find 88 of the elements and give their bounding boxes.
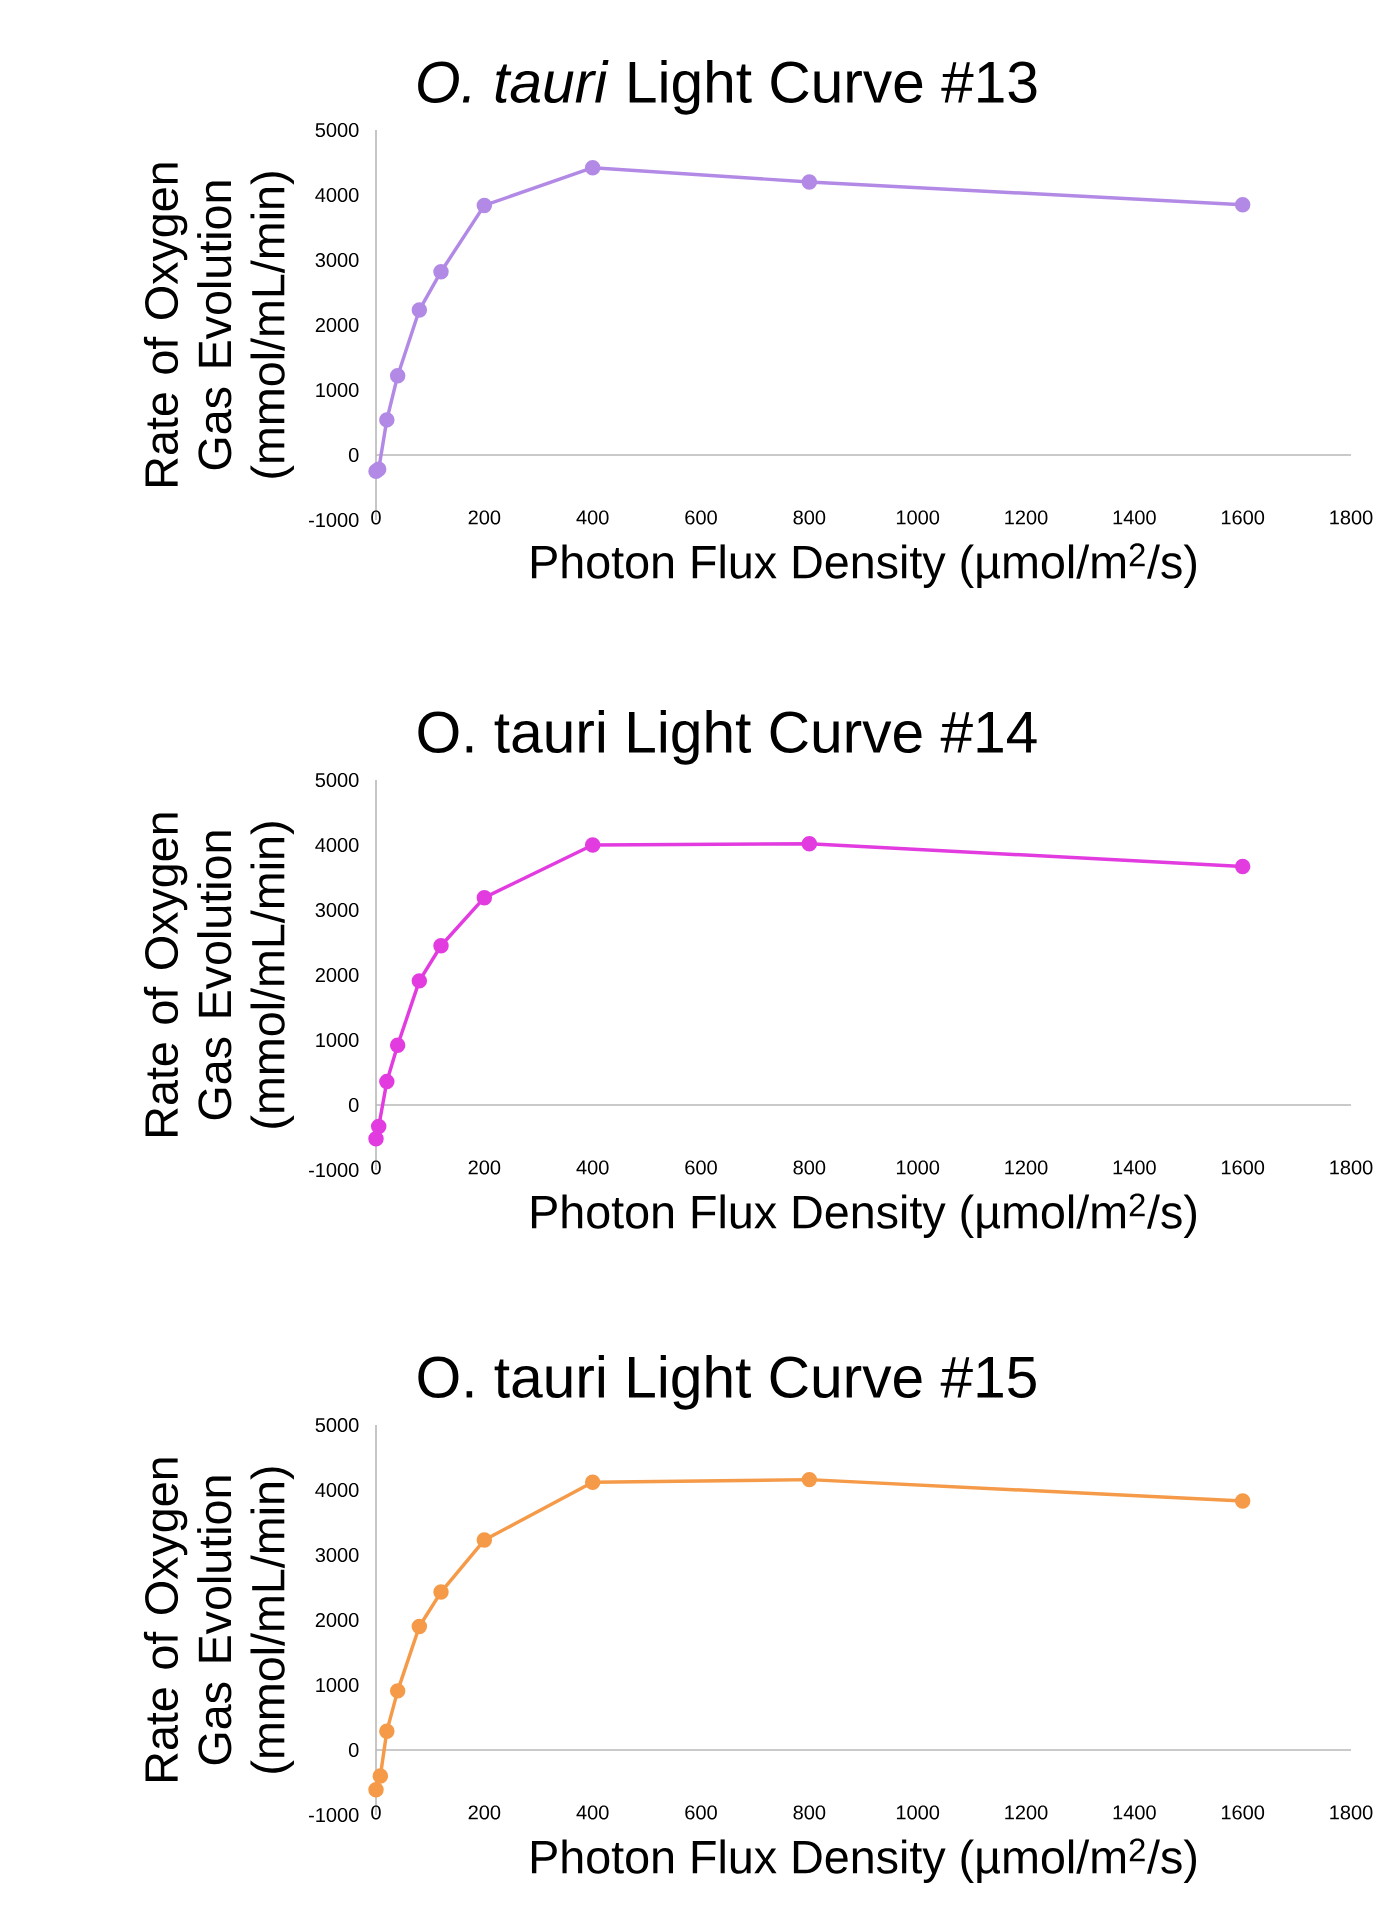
- point: [584, 1474, 601, 1490]
- x-tick-label: 1400: [1113, 1805, 1156, 1820]
- y-tick-label: 1000: [316, 382, 359, 398]
- point: [368, 1781, 384, 1798]
- x-tick-label: 200: [468, 1160, 501, 1175]
- point: [584, 837, 601, 853]
- x-tick-label: 1200: [1005, 510, 1048, 525]
- y-tick-label: 0: [348, 1742, 359, 1758]
- x-tick-label: 0: [371, 1160, 381, 1175]
- point: [1234, 858, 1251, 875]
- x-tick-label: 800: [793, 1805, 826, 1820]
- point: [476, 197, 493, 214]
- chart-title: O. tauri Light Curve #15: [418, 1354, 1036, 1410]
- x-tick-label: 600: [685, 1805, 717, 1820]
- point: [801, 835, 818, 852]
- y-axis-title: Rate of Oxygen Gas Evolution (mmol/mL/min): [143, 813, 294, 1136]
- y-tick-label: 4000: [315, 1482, 359, 1498]
- x-tick-label: 1800: [1330, 1160, 1373, 1175]
- x-axis-title: Photon Flux Density (µmol/m$^{2}$/s): [531, 1838, 1196, 1883]
- y-tick-label: 3000: [315, 902, 359, 918]
- x-tick-label: 400: [576, 1160, 609, 1175]
- point: [389, 1037, 406, 1053]
- point: [433, 938, 449, 954]
- y-tick-label: -1000: [309, 1807, 359, 1823]
- x-tick-label: 1600: [1221, 1160, 1265, 1175]
- x-tick-label: 1200: [1005, 1805, 1048, 1820]
- x-tick-label: 0: [371, 510, 381, 525]
- x-tick-label: 1400: [1113, 1160, 1156, 1175]
- point: [368, 1131, 384, 1147]
- y-tick-label: -1000: [309, 1162, 359, 1178]
- x-tick-label: 1600: [1221, 1805, 1265, 1820]
- x-tick-label: 600: [685, 510, 717, 525]
- point: [379, 412, 395, 428]
- point: [379, 1723, 395, 1739]
- point: [476, 1532, 493, 1548]
- y-tick-label: 5000: [315, 1417, 359, 1433]
- y-tick-label: 2000: [315, 1612, 359, 1628]
- point: [1234, 197, 1251, 213]
- x-axis-title: Photon Flux Density (µmol/m$^{2}$/s): [531, 1193, 1196, 1238]
- y-tick-label: 2000: [315, 317, 359, 333]
- y-tick-label: 5000: [315, 122, 359, 138]
- y-tick-label: 3000: [315, 252, 359, 268]
- point: [389, 1683, 406, 1699]
- x-tick-label: 600: [685, 1160, 717, 1175]
- point: [1234, 1493, 1251, 1509]
- y-tick-label: 0: [348, 1097, 359, 1113]
- y-tick-label: 4000: [315, 837, 359, 853]
- point: [379, 1073, 395, 1090]
- y-tick-label: 1000: [316, 1677, 359, 1693]
- x-tick-label: 800: [793, 510, 826, 525]
- y-tick-label: 4000: [315, 187, 359, 203]
- y-axis-title: Rate of Oxygen Gas Evolution (mmol/mL/min): [143, 163, 294, 486]
- x-tick-label: 1000: [896, 1805, 940, 1820]
- x-tick-label: 200: [468, 1805, 501, 1820]
- point: [411, 1618, 428, 1635]
- point: [370, 1118, 387, 1135]
- x-tick-label: 1800: [1330, 1805, 1373, 1820]
- y-tick-label: 1000: [316, 1032, 359, 1048]
- x-tick-label: 400: [576, 1805, 609, 1820]
- point: [801, 1471, 818, 1488]
- point: [476, 889, 493, 906]
- x-axis-title: Photon Flux Density (µmol/m$^{2}$/s): [531, 543, 1196, 588]
- y-tick-label: 2000: [315, 967, 359, 983]
- chart-title: O. tauri Light Curve #14: [418, 709, 1037, 765]
- point: [433, 263, 449, 280]
- chart-title: O. tauri Light Curve #13: [418, 59, 1037, 115]
- x-tick-label: 0: [371, 1805, 381, 1820]
- x-tick-label: 800: [793, 1160, 826, 1175]
- y-tick-label: -1000: [309, 512, 359, 528]
- x-tick-label: 1800: [1330, 510, 1373, 525]
- x-tick-label: 1400: [1113, 510, 1156, 525]
- x-tick-label: 1000: [896, 510, 940, 525]
- point: [389, 367, 406, 384]
- y-tick-label: 3000: [315, 1547, 359, 1563]
- y-tick-label: 0: [348, 447, 359, 463]
- point: [411, 973, 428, 989]
- x-tick-label: 400: [576, 510, 609, 525]
- point: [433, 1584, 449, 1600]
- y-axis-title: Rate of Oxygen Gas Evolution (mmol/mL/min): [143, 1458, 294, 1781]
- point: [372, 1768, 389, 1784]
- point: [801, 174, 818, 190]
- x-tick-label: 1000: [896, 1160, 940, 1175]
- point: [411, 302, 428, 318]
- point: [584, 159, 601, 176]
- x-tick-label: 1600: [1221, 510, 1265, 525]
- x-tick-label: 1200: [1005, 1160, 1048, 1175]
- x-tick-label: 200: [468, 510, 501, 525]
- y-tick-label: 5000: [315, 772, 359, 788]
